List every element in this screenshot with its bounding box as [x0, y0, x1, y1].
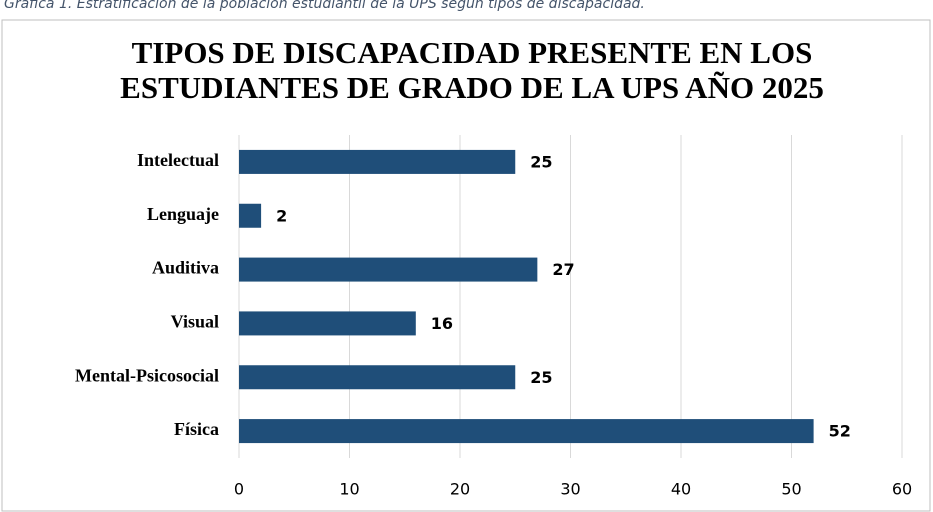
- y-tick-label: Intelectual: [137, 150, 219, 170]
- x-tick-label: 40: [671, 480, 691, 499]
- x-tick-label: 60: [892, 480, 912, 499]
- x-tick-label: 50: [781, 480, 801, 499]
- bar: [239, 149, 516, 174]
- x-tick-label: 20: [450, 480, 470, 499]
- caption: Gráfica 1. Estratificación de la poblaci…: [4, 0, 645, 12]
- y-tick-label: Lenguaje: [147, 204, 219, 224]
- bar: [239, 203, 262, 228]
- chart-border: [1, 19, 931, 512]
- value-label: 25: [530, 368, 552, 387]
- bar: [239, 365, 516, 390]
- chart-title: TIPOS DE DISCAPACIDAD PRESENTE EN LOS: [132, 35, 813, 70]
- value-label: 27: [552, 260, 574, 279]
- y-tick-label: Física: [174, 419, 219, 439]
- x-tick-label: 0: [234, 480, 244, 499]
- chart-title: ESTUDIANTES DE GRADO DE LA UPS AÑO 2025: [120, 70, 824, 105]
- bar: [239, 419, 814, 444]
- value-label: 16: [431, 314, 453, 333]
- value-label: 25: [530, 152, 552, 171]
- y-tick-label: Visual: [171, 312, 219, 332]
- x-tick-label: 10: [339, 480, 359, 499]
- value-label: 52: [829, 422, 851, 441]
- y-tick-label: Auditiva: [152, 258, 219, 278]
- y-tick-label: Mental-Psicosocial: [75, 365, 219, 385]
- value-label: 2: [276, 206, 287, 225]
- x-tick-label: 30: [560, 480, 580, 499]
- bar: [239, 311, 416, 336]
- bar: [239, 257, 538, 282]
